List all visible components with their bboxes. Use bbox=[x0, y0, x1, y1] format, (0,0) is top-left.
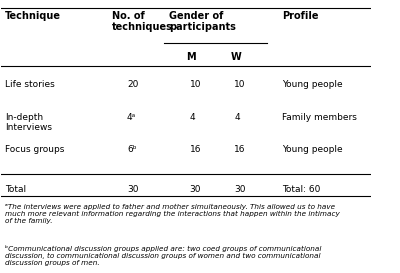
Text: 30: 30 bbox=[234, 185, 246, 194]
Text: Life stories: Life stories bbox=[5, 81, 55, 90]
Text: Gender of
participants: Gender of participants bbox=[170, 11, 236, 32]
Text: Focus groups: Focus groups bbox=[5, 145, 64, 154]
Text: Profile: Profile bbox=[282, 11, 319, 21]
Text: Total: Total bbox=[5, 185, 26, 194]
Text: In-depth
Interviews: In-depth Interviews bbox=[5, 113, 52, 132]
Text: ᵃThe interviews were applied to father and mother simultaneously. This allowed u: ᵃThe interviews were applied to father a… bbox=[5, 204, 340, 224]
Text: Total: 60: Total: 60 bbox=[282, 185, 320, 194]
Text: 30: 30 bbox=[127, 185, 138, 194]
Text: 16: 16 bbox=[234, 145, 246, 154]
Text: 6ᵇ: 6ᵇ bbox=[127, 145, 137, 154]
Text: 10: 10 bbox=[190, 81, 201, 90]
Text: M: M bbox=[186, 52, 196, 62]
Text: 20: 20 bbox=[127, 81, 138, 90]
Text: 4ᵃ: 4ᵃ bbox=[127, 113, 136, 121]
Text: 10: 10 bbox=[234, 81, 246, 90]
Text: ᵇCommunicational discussion groups applied are: two coed groups of communication: ᵇCommunicational discussion groups appli… bbox=[5, 245, 322, 266]
Text: Technique: Technique bbox=[5, 11, 61, 21]
Text: Family members: Family members bbox=[282, 113, 357, 121]
Text: 4: 4 bbox=[190, 113, 195, 121]
Text: Young people: Young people bbox=[282, 81, 343, 90]
Text: 16: 16 bbox=[190, 145, 201, 154]
Text: 30: 30 bbox=[190, 185, 201, 194]
Text: No. of
techniques: No. of techniques bbox=[112, 11, 173, 32]
Text: W: W bbox=[230, 52, 241, 62]
Text: Young people: Young people bbox=[282, 145, 343, 154]
Text: 4: 4 bbox=[234, 113, 240, 121]
